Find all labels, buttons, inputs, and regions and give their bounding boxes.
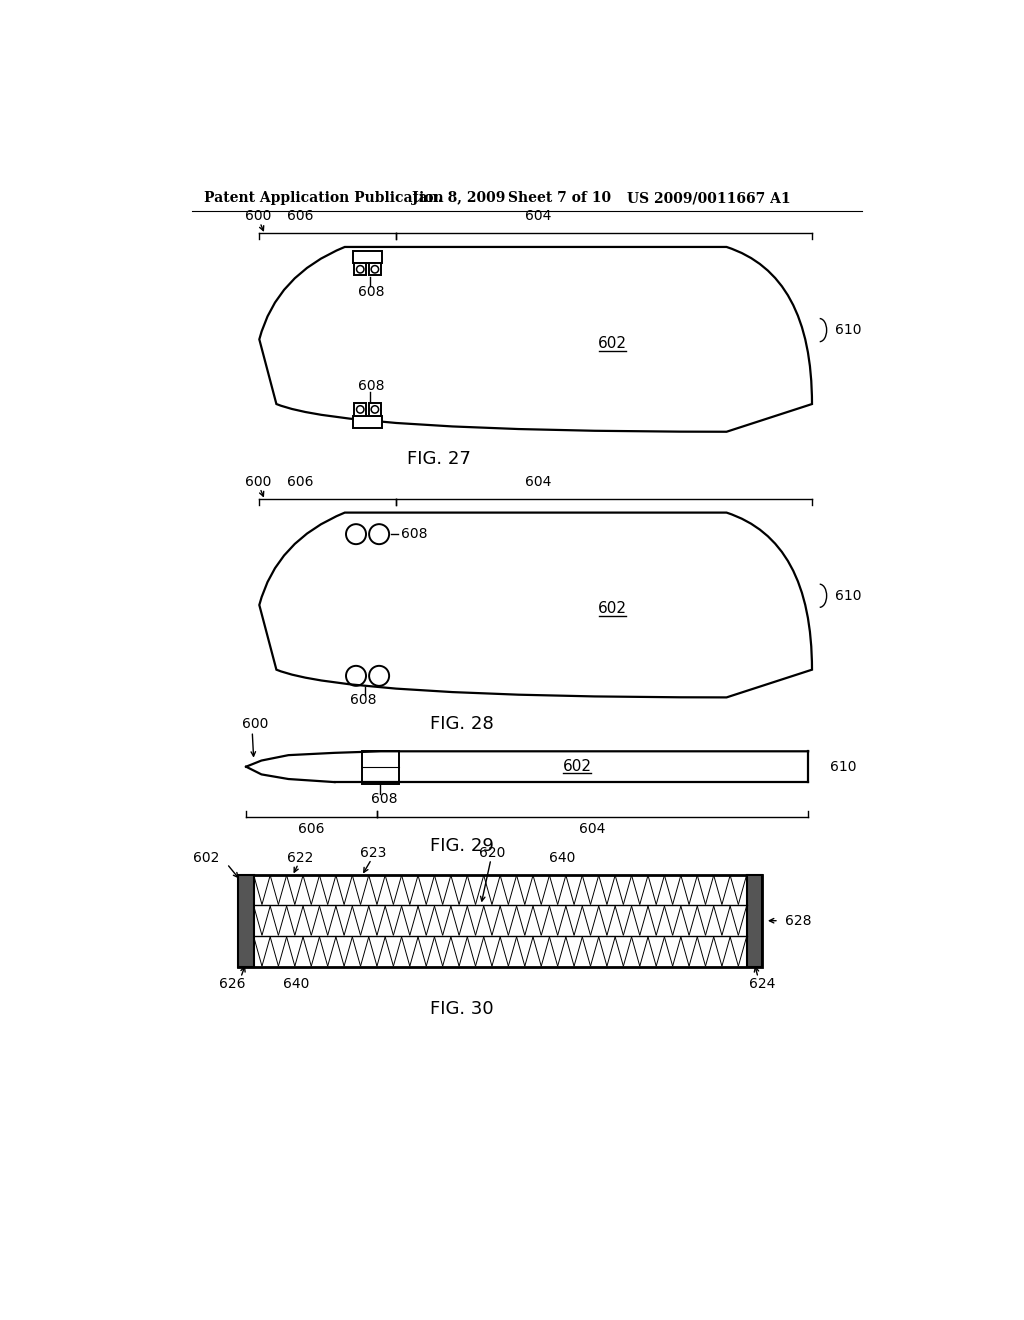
Text: 622: 622 — [287, 850, 313, 865]
Text: 610: 610 — [829, 760, 856, 774]
Text: FIG. 30: FIG. 30 — [430, 1001, 494, 1018]
Text: 600: 600 — [245, 475, 271, 488]
Bar — [354, 404, 367, 416]
Text: US 2009/0011667 A1: US 2009/0011667 A1 — [628, 191, 791, 206]
Text: 620: 620 — [479, 846, 506, 859]
Text: 602: 602 — [598, 601, 627, 616]
Text: 606: 606 — [298, 822, 325, 836]
Bar — [353, 416, 382, 428]
Text: 608: 608 — [358, 285, 385, 300]
Text: 604: 604 — [525, 209, 552, 223]
Text: 602: 602 — [598, 335, 627, 351]
Text: 610: 610 — [836, 589, 861, 603]
Text: 606: 606 — [287, 475, 313, 488]
Bar — [746, 874, 762, 966]
Bar — [239, 874, 254, 966]
Text: 604: 604 — [580, 822, 606, 836]
Text: FIG. 27: FIG. 27 — [407, 450, 470, 467]
Text: 608: 608 — [401, 527, 428, 541]
Text: 600: 600 — [243, 717, 268, 731]
Text: 640: 640 — [283, 977, 309, 991]
Text: 640: 640 — [549, 850, 574, 865]
Text: FIG. 29: FIG. 29 — [430, 837, 494, 855]
Text: 602: 602 — [562, 759, 592, 775]
Text: Patent Application Publication: Patent Application Publication — [204, 191, 443, 206]
Text: 608: 608 — [371, 792, 397, 807]
Text: Jan. 8, 2009: Jan. 8, 2009 — [412, 191, 505, 206]
Text: 604: 604 — [525, 475, 552, 488]
Bar — [361, 751, 398, 784]
Text: Sheet 7 of 10: Sheet 7 of 10 — [508, 191, 611, 206]
Bar — [353, 251, 382, 263]
Bar — [239, 874, 762, 966]
Text: 628: 628 — [785, 913, 812, 928]
Bar — [369, 263, 381, 276]
Text: FIG. 28: FIG. 28 — [430, 715, 494, 734]
Text: 608: 608 — [358, 379, 385, 393]
Text: 610: 610 — [836, 323, 861, 337]
Text: 608: 608 — [350, 693, 377, 706]
Text: 602: 602 — [193, 850, 219, 865]
Text: 626: 626 — [219, 977, 246, 991]
Text: 624: 624 — [749, 977, 775, 991]
Text: 623: 623 — [359, 846, 386, 859]
Text: 600: 600 — [245, 209, 271, 223]
Bar — [354, 263, 367, 276]
Text: 606: 606 — [287, 209, 313, 223]
Bar — [369, 404, 381, 416]
